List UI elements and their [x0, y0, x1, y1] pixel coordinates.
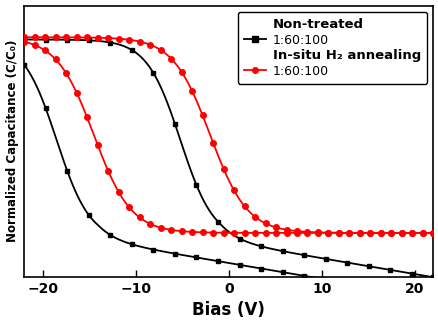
Y-axis label: Normalized Capacitance (C/C₀): Normalized Capacitance (C/C₀) [6, 40, 18, 242]
X-axis label: Bias (V): Bias (V) [192, 302, 265, 319]
Legend: Non-treated, 1:60:100, In-situ H₂ annealing, 1:60:100: Non-treated, 1:60:100, In-situ H₂ anneal… [237, 12, 426, 84]
